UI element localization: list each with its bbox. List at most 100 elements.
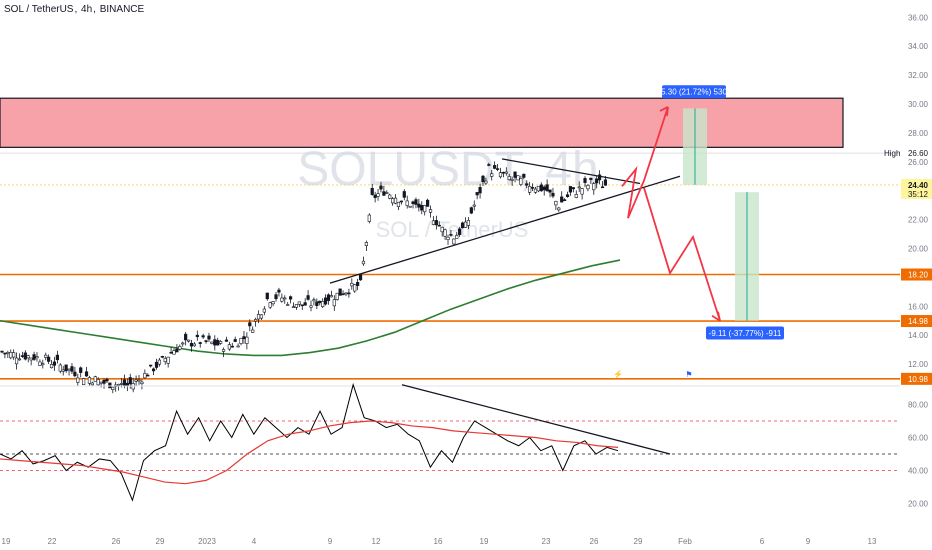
candle-down [478, 187, 482, 194]
candle-down [475, 192, 479, 196]
candle-up [268, 302, 272, 308]
time-tick: 29 [156, 537, 165, 546]
candle-up [536, 185, 540, 192]
candle-up [396, 201, 401, 207]
candle-up [391, 198, 395, 204]
candle-down [128, 377, 132, 385]
level-tag-bg [901, 372, 932, 385]
candle-up [463, 221, 468, 228]
resistance-zone-layer [0, 97, 844, 148]
long-target-label-bg [662, 85, 726, 99]
candle-up [82, 378, 86, 385]
candle-up [210, 341, 214, 344]
candle-up [87, 377, 92, 384]
candle-down [583, 178, 587, 183]
candle-up [455, 235, 459, 239]
candle-up [376, 193, 380, 197]
candle-down [230, 345, 234, 348]
candles-layer[interactable] [0, 161, 608, 394]
bearish-arrowhead [711, 311, 721, 322]
current-price-value: 24.40 [908, 181, 929, 190]
candle-down [595, 178, 599, 184]
time-tick: 22 [48, 537, 57, 546]
candle-down [548, 189, 552, 193]
candle-down [70, 366, 74, 372]
candle-up [29, 357, 33, 361]
time-tick: 19 [2, 537, 11, 546]
candle-down [169, 351, 173, 354]
watermark-symbol: SOLUSDT, 4h [297, 143, 598, 196]
candle-down [551, 192, 555, 197]
candle-down [184, 333, 188, 341]
candle-down [568, 186, 573, 193]
candle-up [134, 379, 138, 382]
candle-up [554, 201, 558, 206]
candle-up [6, 352, 10, 354]
candle-down [597, 174, 602, 181]
time-tick: 29 [634, 537, 643, 546]
candle-down [160, 356, 164, 358]
countdown: 35:12 [908, 190, 929, 199]
candle-up [245, 336, 249, 344]
candle-down [318, 300, 322, 304]
candle-up [90, 382, 94, 386]
candle-up [385, 192, 389, 194]
candle-up [239, 338, 243, 344]
candle-down [154, 361, 159, 368]
symbol-pair: SOL / TetherUS [4, 4, 74, 15]
price-tick: 32.00 [908, 71, 929, 80]
candle-down [513, 171, 517, 178]
candle-up [256, 314, 261, 320]
candle-down [73, 371, 77, 377]
candle-down [201, 335, 205, 338]
flag-icon: ⚑ [685, 370, 692, 379]
short-target-label: -9.11 (-37.77%) -911 [709, 329, 782, 338]
candle-down [303, 302, 307, 306]
candle-down [530, 187, 535, 189]
candle-down [437, 224, 441, 227]
candle-down [373, 194, 377, 198]
candle-down [207, 335, 211, 340]
candle-up [143, 373, 147, 379]
candle-down [347, 292, 351, 295]
candle-down [481, 175, 485, 182]
candle-up [178, 346, 182, 350]
candle-down [102, 379, 106, 384]
candle-up [466, 220, 471, 226]
descending-trendline [501, 158, 641, 185]
candle-down [216, 340, 220, 346]
candle-down [55, 354, 59, 361]
candle-up [76, 377, 80, 383]
candle-up [312, 299, 316, 302]
candle-up [17, 358, 22, 361]
candle-up [431, 220, 436, 225]
candle-up [262, 308, 266, 313]
candle-down [146, 374, 150, 377]
candle-up [227, 344, 231, 350]
candle-down [288, 296, 293, 300]
candle-down [493, 165, 497, 169]
candle-up [335, 292, 339, 300]
candle-up [577, 186, 581, 189]
symbol-timeframe: 4h [81, 4, 93, 15]
candle-up [423, 205, 427, 213]
time-tick: 26 [590, 537, 599, 546]
ascending-trendline [329, 175, 681, 284]
bullish-projection [621, 106, 669, 219]
candle-down [122, 379, 127, 387]
candle-up [309, 305, 313, 308]
candle-down [338, 288, 342, 296]
candle-up [388, 194, 392, 199]
candle-up [38, 361, 42, 366]
candle-up [111, 386, 115, 390]
candle-up [14, 357, 19, 365]
candle-down [565, 194, 570, 198]
candle-down [277, 289, 281, 293]
candle-up [367, 214, 371, 222]
short-target-label-bg [706, 326, 784, 340]
level-tag-1: 14.98 [908, 317, 929, 326]
rsi-tick: 80.00 [908, 401, 929, 410]
candle-up [221, 349, 226, 352]
candle-down [84, 371, 89, 377]
